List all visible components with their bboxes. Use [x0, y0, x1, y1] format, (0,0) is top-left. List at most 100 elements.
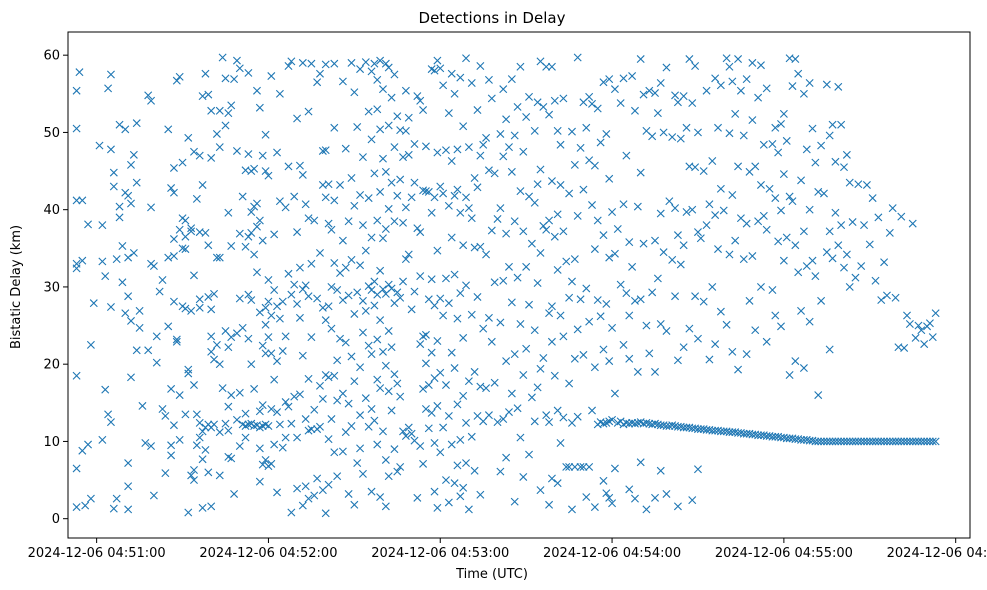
detection-point — [284, 402, 293, 411]
detection-point — [616, 99, 625, 108]
detection-point — [702, 86, 711, 95]
detection-point — [633, 202, 642, 211]
detection-point — [857, 437, 866, 446]
x-tick-label: 2024-12-06 04:52:00 — [199, 546, 337, 561]
detection-point — [771, 123, 780, 132]
detection-point — [530, 126, 539, 135]
detection-point — [358, 328, 367, 337]
detection-point — [817, 296, 826, 305]
detection-point — [190, 476, 198, 485]
detection-point — [261, 167, 270, 176]
detection-point — [184, 133, 193, 142]
detection-point — [911, 437, 920, 446]
detection-point — [327, 282, 336, 291]
detection-point — [419, 459, 428, 468]
detection-point — [224, 109, 233, 118]
detection-point — [321, 60, 330, 69]
detection-point — [441, 274, 450, 283]
detection-point — [175, 72, 184, 81]
detection-point — [404, 423, 413, 432]
detection-point — [267, 349, 276, 358]
detection-point — [665, 197, 674, 206]
detection-point — [376, 316, 385, 325]
detection-point — [439, 189, 448, 198]
detection-point — [456, 73, 465, 82]
detection-point — [261, 455, 270, 464]
detection-point — [373, 75, 382, 84]
detection-point — [115, 202, 124, 211]
detection-point — [338, 236, 347, 245]
detection-point — [356, 261, 365, 270]
detection-point — [573, 53, 582, 62]
detection-point — [779, 109, 788, 118]
detection-point — [825, 227, 834, 236]
detection-point — [287, 57, 296, 66]
detection-point — [545, 500, 554, 509]
detection-point — [341, 144, 350, 153]
detection-point — [716, 81, 725, 90]
detection-point — [356, 363, 365, 372]
detection-point — [648, 288, 657, 297]
detection-point — [98, 435, 107, 444]
detection-point — [799, 364, 808, 373]
detection-point — [258, 341, 267, 350]
detection-point — [605, 493, 614, 502]
detection-point — [782, 434, 791, 443]
detection-point — [378, 427, 387, 436]
detection-point — [295, 313, 304, 322]
detection-point — [622, 289, 631, 298]
detection-point — [656, 78, 665, 87]
detection-point — [507, 75, 516, 84]
detection-point — [109, 504, 118, 513]
detection-point — [361, 246, 370, 255]
detection-point — [390, 143, 399, 152]
detection-point — [287, 508, 296, 517]
detection-point — [799, 89, 808, 98]
x-axis-label: Time (UTC) — [455, 567, 528, 582]
detection-point — [728, 191, 737, 199]
detection-point — [565, 293, 574, 302]
detection-point — [908, 437, 917, 446]
detection-point — [525, 300, 534, 309]
detection-point — [734, 162, 743, 171]
detection-point — [298, 285, 307, 294]
detection-point — [324, 435, 333, 444]
detection-point — [333, 396, 342, 405]
x-axis-ticks: 2024-12-06 04:51:00 2024-12-06 04:52:00 20… — [28, 538, 987, 561]
detection-point — [536, 248, 545, 257]
detection-point — [676, 260, 685, 269]
detection-point — [441, 146, 450, 155]
detection-point — [444, 498, 453, 507]
detection-point — [911, 333, 920, 342]
detection-point — [238, 192, 247, 201]
detection-point — [301, 482, 310, 491]
detection-point — [433, 246, 442, 255]
detection-point — [152, 358, 161, 367]
detection-point — [307, 259, 316, 268]
detection-point — [215, 143, 224, 152]
detection-point — [421, 330, 430, 339]
detection-point — [808, 124, 817, 133]
detection-point — [639, 239, 648, 248]
detection-point — [487, 94, 496, 103]
detection-point — [390, 370, 399, 379]
detection-point — [324, 480, 333, 489]
detection-point — [433, 337, 442, 345]
detection-point — [811, 272, 820, 281]
detection-point — [315, 69, 324, 78]
detection-point — [516, 62, 525, 71]
detection-point — [877, 296, 886, 305]
detection-point — [693, 425, 702, 434]
detection-point — [318, 146, 327, 155]
detection-point — [381, 455, 390, 464]
detection-point — [691, 292, 700, 301]
detection-point — [628, 72, 637, 81]
detection-point — [685, 324, 694, 333]
detection-point — [771, 311, 780, 320]
detection-point — [656, 209, 665, 218]
detection-point — [344, 399, 353, 408]
detection-point — [651, 89, 660, 98]
detection-point — [573, 325, 582, 334]
detection-point — [315, 248, 324, 257]
